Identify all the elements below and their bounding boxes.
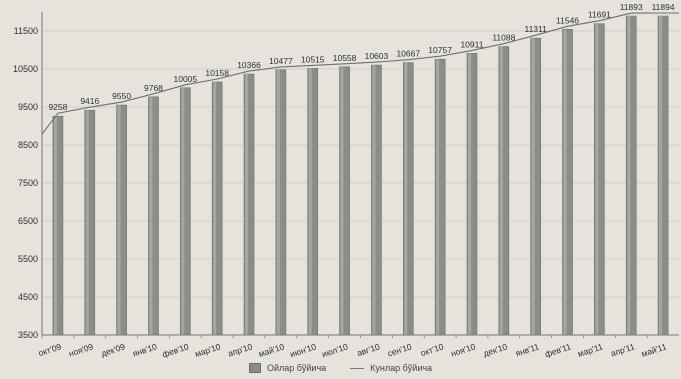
x-tick-label: янв'11 xyxy=(514,341,540,358)
legend: Ойлар бўйича Кунлар бўйича xyxy=(0,360,681,376)
bar-highlight xyxy=(117,105,121,335)
data-label: 11311 xyxy=(524,24,547,34)
data-label: 10558 xyxy=(333,53,357,63)
data-label: 11894 xyxy=(652,2,675,12)
legend-swatch-bars xyxy=(248,363,261,373)
x-tick-label: янв'10 xyxy=(131,341,158,358)
x-tick-label: мар'10 xyxy=(194,341,222,359)
y-tick-label: 8500 xyxy=(18,140,38,150)
x-tick-label: ноя'09 xyxy=(67,341,94,358)
legend-swatch-line xyxy=(350,367,365,369)
bar-highlight xyxy=(245,74,249,335)
bar-highlight xyxy=(53,116,57,335)
x-tick-label: июн'10 xyxy=(289,341,318,359)
bar-highlight xyxy=(627,16,631,335)
x-tick-label: апр'11 xyxy=(609,341,636,358)
x-tick-label: июл'10 xyxy=(320,341,349,359)
x-tick-label: сен'10 xyxy=(386,341,413,358)
legend-label-line: Кунлар бўйича xyxy=(370,363,433,373)
bar-highlight xyxy=(563,29,567,335)
data-label: 10477 xyxy=(269,56,293,66)
data-label: 11691 xyxy=(588,10,611,20)
data-label: 9550 xyxy=(112,91,131,101)
x-tick-label: фев'10 xyxy=(161,341,190,359)
y-tick-label: 9500 xyxy=(18,102,38,112)
y-tick-label: 5500 xyxy=(18,254,38,264)
data-labels: 9258 9416 9550 9768 10005 10158 10366 10477 1051… xyxy=(48,2,674,112)
data-label: 11546 xyxy=(556,15,579,25)
data-label: 9258 xyxy=(48,102,67,112)
gridlines xyxy=(42,30,679,336)
legend-label-bars: Ойлар бўйича xyxy=(266,363,327,373)
y-tick-label: 6500 xyxy=(18,216,38,226)
y-tick-label: 10500 xyxy=(13,64,38,74)
bar-highlight xyxy=(595,23,599,335)
bar-highlight xyxy=(340,66,344,336)
x-tick-label: апр'10 xyxy=(227,341,254,358)
data-label: 10366 xyxy=(237,60,261,70)
x-tick-label: дек'10 xyxy=(482,341,509,358)
x-tick-label: май'10 xyxy=(257,341,285,359)
data-label: 10911 xyxy=(460,39,483,49)
y-tick-label: 4500 xyxy=(18,292,38,302)
legend-item-line: Кунлар бўйича xyxy=(350,363,432,373)
data-label: 10158 xyxy=(205,68,229,78)
bar-highlight xyxy=(499,46,503,335)
data-label: 9416 xyxy=(80,96,99,106)
x-axis: окт'09 ноя'09 дек'09 янв'10 фев'10 мар'10 апр'… xyxy=(37,334,679,359)
bar-highlight xyxy=(308,68,312,336)
bar-highlight xyxy=(436,59,440,335)
data-label: 11893 xyxy=(620,2,643,12)
bar-highlight xyxy=(372,65,376,335)
data-label: 9768 xyxy=(144,83,163,93)
y-tick-label: 7500 xyxy=(18,178,38,188)
data-label: 10515 xyxy=(301,54,325,64)
data-label: 10667 xyxy=(396,49,420,59)
bar-highlight xyxy=(467,53,471,336)
y-tick-label: 3500 xyxy=(18,330,38,340)
x-tick-label: окт'09 xyxy=(37,341,63,358)
y-tick-label: 11500 xyxy=(14,26,38,36)
series-line xyxy=(41,12,679,135)
x-tick-label: май'11 xyxy=(640,341,668,359)
bar-highlight xyxy=(531,38,535,335)
bar-highlight xyxy=(181,87,185,335)
x-tick-label: мар'11 xyxy=(576,341,604,359)
y-axis: 3500 4500 5500 6500 7500 8500 9500 10500 11500 xyxy=(13,12,43,340)
data-label: 11088 xyxy=(492,33,515,43)
bars xyxy=(52,15,669,336)
bar-highlight xyxy=(149,96,153,335)
bar-highlight xyxy=(659,16,663,335)
bar-highlight xyxy=(276,69,280,336)
x-tick-label: окт'10 xyxy=(419,341,445,358)
data-label: 10005 xyxy=(174,74,198,84)
legend-item-bars: Ойлар бўйича xyxy=(248,363,327,373)
bar-highlight xyxy=(85,110,89,335)
trend-line xyxy=(41,12,679,135)
x-tick-label: ноя'10 xyxy=(450,341,477,358)
x-tick-label: фев'11 xyxy=(544,341,573,359)
x-tick-label: авг'10 xyxy=(356,341,382,358)
data-label: 10603 xyxy=(365,51,389,61)
data-label: 10757 xyxy=(428,45,452,55)
bar-highlight xyxy=(404,62,408,336)
x-tick-label: дек'09 xyxy=(100,341,127,358)
bar-highlight xyxy=(213,81,217,335)
